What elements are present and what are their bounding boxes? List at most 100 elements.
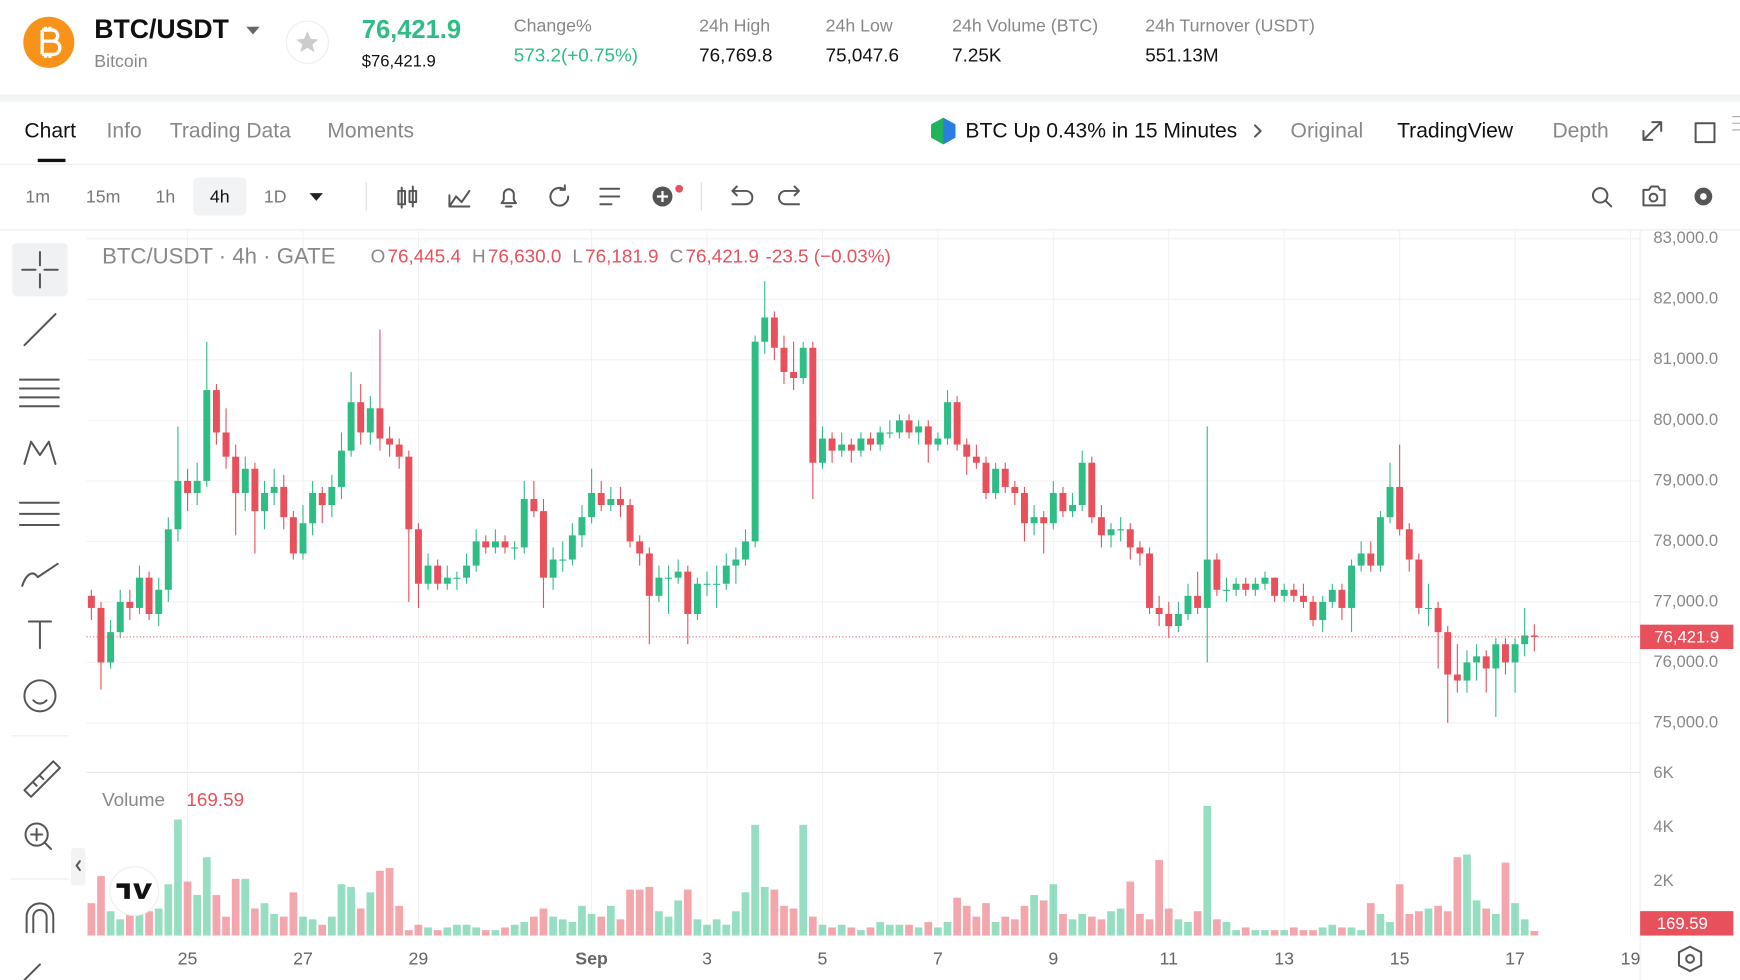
volume-bar bbox=[1145, 919, 1154, 936]
coin-glyph bbox=[40, 26, 62, 58]
view-option[interactable]: Depth bbox=[1552, 120, 1608, 143]
volume-tick-label: 4K bbox=[1653, 817, 1673, 836]
legend-value: 76,445.4 bbox=[388, 246, 461, 267]
candle-body bbox=[164, 529, 172, 590]
interval[interactable]: 1h bbox=[155, 186, 175, 206]
volume-bar bbox=[260, 903, 269, 936]
tab[interactable]: Moments bbox=[327, 120, 414, 143]
volume-bar bbox=[751, 824, 759, 936]
camera-icon[interactable] bbox=[1642, 185, 1666, 207]
volume-bar bbox=[385, 868, 394, 936]
x-tick-label: 27 bbox=[293, 949, 313, 969]
volume-bar bbox=[1164, 908, 1173, 936]
volume-bar bbox=[558, 919, 567, 936]
candle-body bbox=[136, 577, 143, 608]
volume-bar bbox=[741, 892, 750, 936]
volume-bar bbox=[1376, 913, 1385, 936]
candle-body bbox=[193, 480, 201, 493]
stat-label: 24h Volume (BTC) bbox=[952, 15, 1098, 35]
volume-bar bbox=[1280, 930, 1289, 936]
symbol-dropdown[interactable] bbox=[246, 26, 260, 35]
candle-body bbox=[366, 408, 374, 433]
volume-bar bbox=[1463, 854, 1471, 936]
zoom-tool[interactable] bbox=[24, 822, 49, 847]
magnet-tool[interactable] bbox=[25, 902, 55, 934]
volume-bar bbox=[934, 927, 942, 936]
brush-tool[interactable] bbox=[21, 562, 59, 587]
axis-settings-icon[interactable] bbox=[1677, 945, 1703, 973]
view-option[interactable]: TradingView bbox=[1397, 120, 1514, 143]
legend-value: 76,181.9 bbox=[585, 246, 658, 267]
x-tick-label: 13 bbox=[1274, 949, 1294, 969]
replay-icon[interactable] bbox=[549, 184, 570, 207]
candle-body bbox=[953, 402, 961, 445]
ai-badge[interactable]: BTC Up 0.43% in 15 Minutes bbox=[931, 117, 1262, 145]
candle-body bbox=[1155, 607, 1163, 614]
ai-banner[interactable]: BTC Up 0.43% in 15 Minutes bbox=[965, 120, 1237, 143]
axis-settings[interactable] bbox=[1677, 945, 1703, 973]
view-option[interactable]: Original bbox=[1291, 120, 1364, 143]
divider-band bbox=[0, 94, 1740, 103]
crosshair-tool[interactable] bbox=[21, 250, 59, 289]
tab[interactable]: Info bbox=[107, 120, 142, 143]
tab[interactable]: Chart bbox=[24, 120, 76, 143]
ruler-tool[interactable] bbox=[23, 760, 61, 798]
last-price-usd: $76,421.9 bbox=[362, 52, 436, 71]
pattern-tool[interactable] bbox=[23, 440, 57, 465]
candle-body bbox=[799, 347, 807, 379]
candle-body bbox=[1530, 635, 1538, 637]
volume-bar bbox=[318, 924, 327, 936]
candle-body bbox=[434, 565, 442, 584]
add-plus bbox=[656, 190, 669, 203]
candle-body bbox=[1405, 529, 1413, 560]
interval[interactable]: 15m bbox=[86, 186, 121, 206]
candle-body bbox=[905, 420, 913, 433]
indicator-icon[interactable] bbox=[448, 189, 471, 208]
emoji-tool[interactable] bbox=[23, 679, 57, 713]
candle-body bbox=[828, 438, 836, 451]
candle-body bbox=[713, 583, 721, 585]
template-icon[interactable] bbox=[599, 187, 621, 206]
projection-tool[interactable] bbox=[18, 501, 60, 526]
volume-bar bbox=[1453, 857, 1462, 936]
text-tool[interactable] bbox=[27, 620, 53, 650]
volume-tick-label: 6K bbox=[1653, 763, 1673, 782]
symbol[interactable]: BTC/USDT bbox=[94, 14, 229, 44]
volume-bar bbox=[828, 927, 836, 936]
volume-bar bbox=[674, 900, 683, 936]
interval[interactable]: 1m bbox=[25, 186, 50, 206]
window-icon[interactable] bbox=[1694, 122, 1716, 144]
candle-body bbox=[1184, 595, 1192, 614]
volume-bar bbox=[808, 916, 817, 936]
stat-value: 76,769.8 bbox=[699, 45, 772, 66]
volume-bar bbox=[183, 881, 192, 936]
volume-bar bbox=[87, 903, 96, 936]
candle-body bbox=[559, 559, 567, 561]
volume-bar bbox=[193, 895, 202, 936]
redo-icon[interactable] bbox=[778, 185, 800, 206]
fullscreen-icon[interactable] bbox=[1642, 121, 1663, 141]
candle-body bbox=[944, 402, 951, 439]
undo-icon[interactable] bbox=[731, 185, 754, 206]
interval[interactable]: 4h bbox=[210, 186, 230, 206]
volume-bar bbox=[1049, 884, 1058, 936]
search-icon[interactable] bbox=[1591, 187, 1609, 204]
volume-bar bbox=[1338, 927, 1346, 936]
candle-body bbox=[684, 571, 692, 614]
candle-body bbox=[511, 547, 519, 549]
interval-dropdown[interactable] bbox=[309, 193, 323, 201]
alert-icon[interactable] bbox=[500, 188, 518, 208]
fib-tool[interactable] bbox=[18, 378, 60, 408]
pen-tool[interactable] bbox=[23, 963, 41, 980]
menu-edge[interactable] bbox=[1732, 116, 1740, 131]
volume-bar bbox=[780, 905, 788, 936]
interval[interactable]: 1D bbox=[264, 186, 287, 206]
last-price-tag bbox=[1640, 624, 1734, 650]
tab[interactable]: Trading Data bbox=[170, 120, 291, 143]
candle-type-icon[interactable] bbox=[397, 185, 418, 209]
trendline-tool[interactable] bbox=[23, 313, 57, 347]
volume-bar bbox=[578, 905, 586, 936]
candle-body bbox=[1194, 595, 1202, 608]
legend-key: C bbox=[670, 246, 684, 267]
